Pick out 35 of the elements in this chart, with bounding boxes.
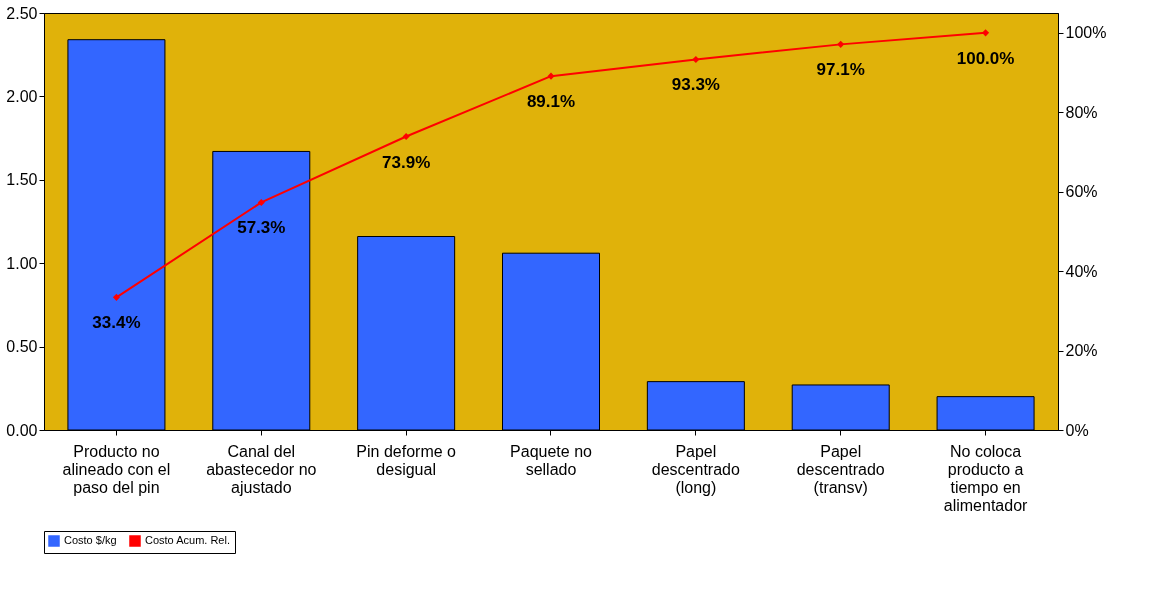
- x-tick-label: Paquete no sellado: [510, 442, 593, 478]
- x-tick-label: Papel descentrado (long): [651, 442, 740, 496]
- data-label: 33.4%: [92, 313, 141, 333]
- point: [982, 29, 990, 37]
- x-tick-label: Pin deforme o desigual: [356, 442, 457, 478]
- data-label: 97.1%: [816, 60, 865, 80]
- data-label: 57.3%: [237, 218, 286, 238]
- data-label: 100.0%: [956, 48, 1015, 68]
- y-tick-label: 2.00: [6, 87, 38, 105]
- point: [112, 293, 120, 301]
- x-tick-label: Producto no alineado con el paso del pin: [62, 442, 171, 496]
- y2-tick-label: 40%: [1065, 262, 1098, 280]
- x-tick-label: Canal del abastecedor no ajustado: [206, 442, 317, 496]
- point: [547, 72, 555, 80]
- legend-label: Costo Acum. Rel.: [145, 534, 230, 546]
- y2-tick-label: 60%: [1065, 183, 1098, 201]
- y-tick-label: 2.50: [6, 4, 38, 22]
- data-label: 93.3%: [671, 75, 720, 95]
- x-tick-label: Papel descentrado (transv): [796, 442, 885, 496]
- point: [257, 198, 265, 206]
- x-tick-label: No coloca producto a tiempo en alimentador: [943, 442, 1029, 514]
- y-tick-label: 0.50: [6, 338, 38, 356]
- y2-tick-label: 0%: [1065, 421, 1089, 439]
- y2-tick-label: 100%: [1065, 24, 1107, 42]
- y-tick-label: 1.00: [6, 254, 38, 272]
- point: [692, 55, 700, 63]
- point: [837, 40, 845, 48]
- data-label: 89.1%: [526, 92, 576, 112]
- point: [402, 132, 410, 141]
- y2-tick-label: 20%: [1065, 342, 1098, 360]
- data-label: 73.9%: [382, 152, 431, 172]
- y-tick-label: 1.50: [6, 171, 38, 189]
- legend-label: Costo $/kg: [64, 534, 117, 546]
- y2-tick-label: 80%: [1065, 103, 1098, 121]
- y-tick-label: 0.00: [6, 421, 38, 439]
